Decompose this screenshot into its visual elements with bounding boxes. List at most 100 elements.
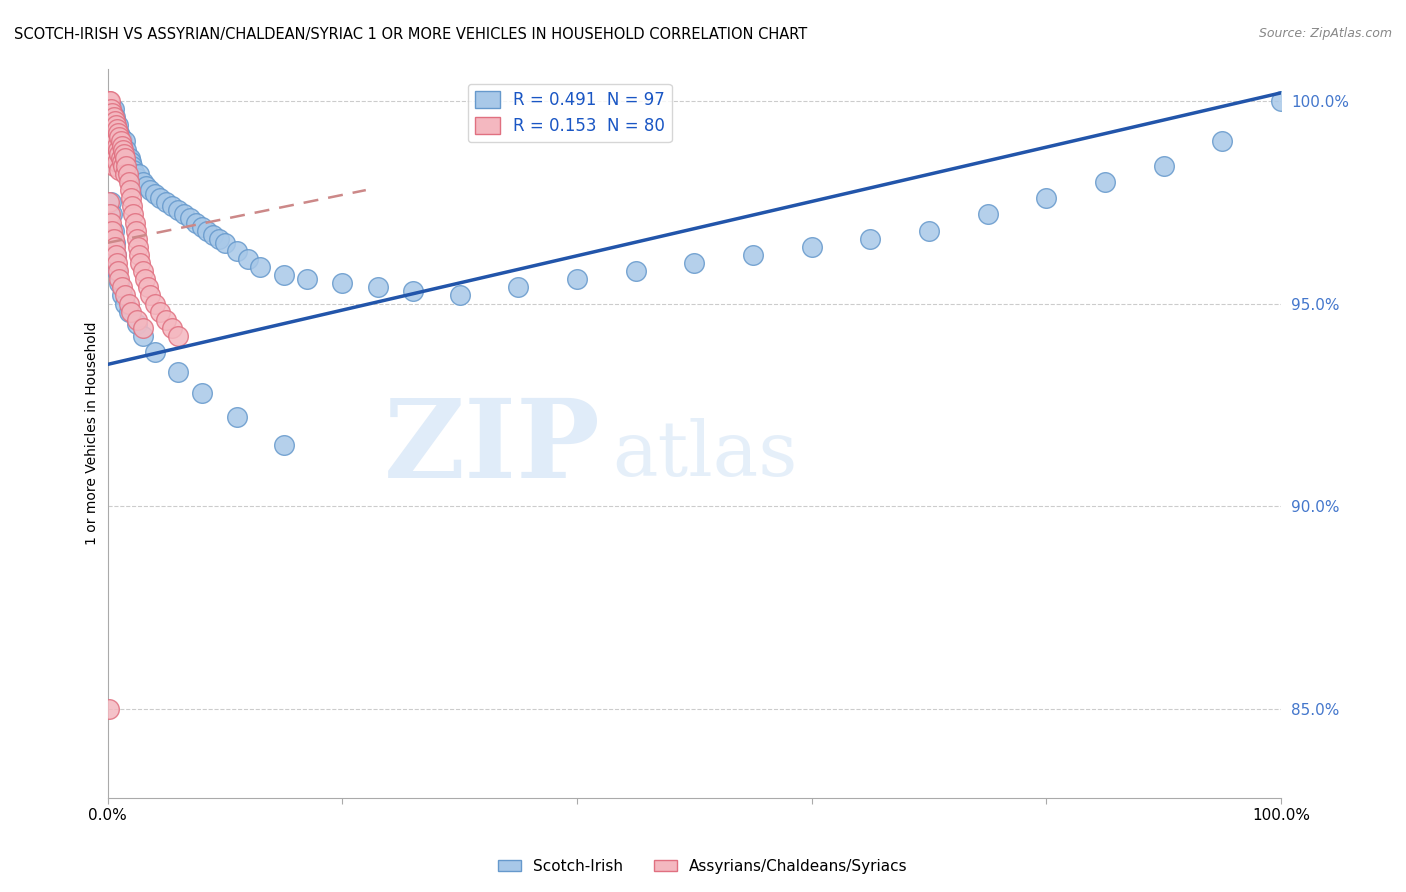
Point (107, 143, 129, 157)
Point (114, 167, 136, 181)
Point (105, 264, 128, 278)
Point (98, 127, 121, 141)
Point (104, 248, 127, 262)
Point (110, 151, 132, 165)
Point (135, 179, 157, 194)
Text: ZIP: ZIP (384, 394, 600, 501)
Point (104, 118, 127, 132)
Point (101, 102, 124, 116)
Point (1153, 159, 1175, 173)
Point (105, 256, 128, 270)
Point (118, 296, 141, 310)
Point (155, 313, 177, 327)
Point (104, 135, 127, 149)
Point (111, 135, 134, 149)
Point (330, 277, 353, 291)
Point (149, 304, 172, 318)
Point (108, 146, 131, 161)
Point (132, 329, 155, 343)
Point (114, 296, 136, 310)
Point (128, 167, 150, 181)
Point (143, 187, 166, 202)
Point (101, 122, 124, 136)
Point (190, 219, 212, 234)
Point (105, 143, 128, 157)
Point (111, 143, 134, 157)
Point (122, 162, 145, 177)
Point (117, 167, 139, 181)
Point (120, 304, 142, 318)
Point (108, 277, 131, 291)
Point (136, 280, 159, 294)
Point (143, 345, 166, 359)
Point (742, 248, 765, 262)
Point (118, 304, 141, 318)
Point (249, 260, 271, 274)
Point (115, 143, 138, 157)
Point (449, 288, 471, 302)
Point (208, 232, 231, 246)
Point (98, 94, 121, 108)
Point (101, 224, 124, 238)
Point (179, 211, 201, 226)
Point (112, 146, 135, 161)
Point (98, 224, 121, 238)
Point (107, 118, 129, 132)
Point (101, 106, 124, 120)
Point (120, 154, 142, 169)
Point (100, 102, 122, 116)
Point (101, 118, 124, 132)
Point (167, 329, 190, 343)
Point (624, 264, 647, 278)
Point (97, 94, 120, 108)
Point (103, 127, 125, 141)
Point (225, 244, 247, 258)
Point (104, 130, 127, 145)
Point (103, 135, 125, 149)
Point (160, 199, 183, 213)
Point (167, 366, 190, 380)
Point (100, 127, 122, 141)
Text: SCOTCH-IRISH VS ASSYRIAN/CHALDEAN/SYRIAC 1 OR MORE VEHICLES IN HOUSEHOLD CORRELA: SCOTCH-IRISH VS ASSYRIAN/CHALDEAN/SYRIAC… (14, 27, 807, 42)
Point (120, 191, 142, 205)
Point (100, 102, 122, 116)
Point (114, 154, 136, 169)
Point (1211, 135, 1233, 149)
Point (104, 248, 127, 262)
Point (683, 256, 706, 270)
Point (101, 207, 124, 221)
Point (104, 127, 127, 141)
Point (100, 195, 122, 210)
Point (98, 207, 121, 221)
Point (918, 224, 941, 238)
Point (103, 118, 125, 132)
Point (859, 232, 882, 246)
Point (97, 702, 120, 716)
Point (104, 135, 127, 149)
Point (104, 110, 127, 124)
Point (103, 110, 125, 124)
Point (103, 232, 125, 246)
Point (202, 227, 225, 242)
Point (97, 215, 120, 229)
Point (214, 235, 236, 250)
Point (105, 122, 128, 136)
Point (98, 135, 121, 149)
Text: Source: ZipAtlas.com: Source: ZipAtlas.com (1258, 27, 1392, 40)
Point (195, 224, 218, 238)
Point (1094, 175, 1116, 189)
Point (115, 159, 138, 173)
Point (122, 207, 145, 221)
Point (117, 151, 139, 165)
Point (111, 138, 134, 153)
Point (103, 159, 125, 173)
Point (104, 235, 127, 250)
Point (118, 159, 141, 173)
Point (111, 138, 134, 153)
Point (105, 154, 128, 169)
Point (108, 146, 131, 161)
Point (129, 256, 152, 270)
Point (114, 288, 136, 302)
Point (97, 195, 120, 210)
Y-axis label: 1 or more Vehicles in Household: 1 or more Vehicles in Household (86, 321, 100, 545)
